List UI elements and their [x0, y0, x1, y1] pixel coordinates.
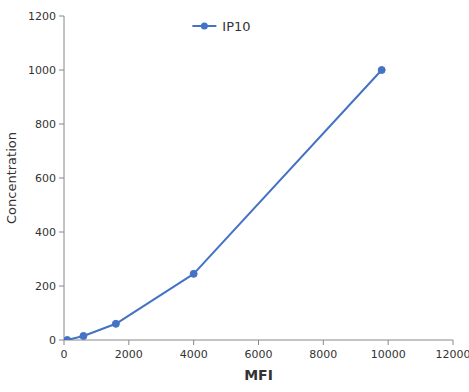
series-marker — [80, 332, 87, 339]
x-tick — [64, 340, 65, 345]
y-tick — [59, 232, 64, 233]
series-marker — [112, 320, 119, 327]
y-tick — [59, 340, 64, 341]
x-tick — [388, 340, 389, 345]
x-tick — [128, 340, 129, 345]
y-axis-label: Concentration — [4, 132, 19, 224]
x-tick-label: 2000 — [115, 348, 143, 361]
y-tick — [59, 70, 64, 71]
y-tick-label: 800 — [35, 118, 56, 131]
y-tick-label: 1200 — [28, 10, 56, 23]
y-tick — [59, 178, 64, 179]
series-marker — [378, 67, 385, 74]
x-tick-label: 12000 — [436, 348, 469, 361]
page: {"chart_data": {"type": "line", "x": [10… — [0, 0, 469, 392]
y-tick-label: 1000 — [28, 64, 56, 77]
chart-container: 0 2000 4000 6000 8000 10000 12000 0 200 400 600 800… — [0, 0, 469, 392]
x-tick — [258, 340, 259, 345]
y-tick-label: 400 — [35, 226, 56, 239]
legend: IP10 — [192, 19, 250, 34]
axes: 0 2000 4000 6000 8000 10000 12000 0 200 400 600 800… — [28, 10, 469, 361]
x-tick-label: 10000 — [371, 348, 406, 361]
x-axis-label: MFI — [244, 367, 273, 383]
legend-swatch-marker — [201, 23, 208, 30]
series-marker — [64, 337, 71, 341]
series-marker — [190, 270, 197, 277]
x-tick-label: 6000 — [245, 348, 273, 361]
x-tick-label: 0 — [61, 348, 68, 361]
x-tick-label: 4000 — [180, 348, 208, 361]
y-tick-label: 200 — [35, 280, 56, 293]
data-layer — [64, 67, 385, 341]
y-tick-label: 600 — [35, 172, 56, 185]
x-tick-label: 8000 — [309, 348, 337, 361]
legend-label: IP10 — [222, 19, 250, 34]
x-tick — [193, 340, 194, 345]
series-line — [67, 70, 381, 340]
y-tick — [59, 286, 64, 287]
y-tick — [59, 16, 64, 17]
chart-svg: 0 2000 4000 6000 8000 10000 12000 0 200 400 600 800… — [0, 0, 469, 392]
y-tick — [59, 124, 64, 125]
y-tick-label: 0 — [49, 334, 56, 347]
x-tick — [453, 340, 454, 345]
x-tick — [323, 340, 324, 345]
